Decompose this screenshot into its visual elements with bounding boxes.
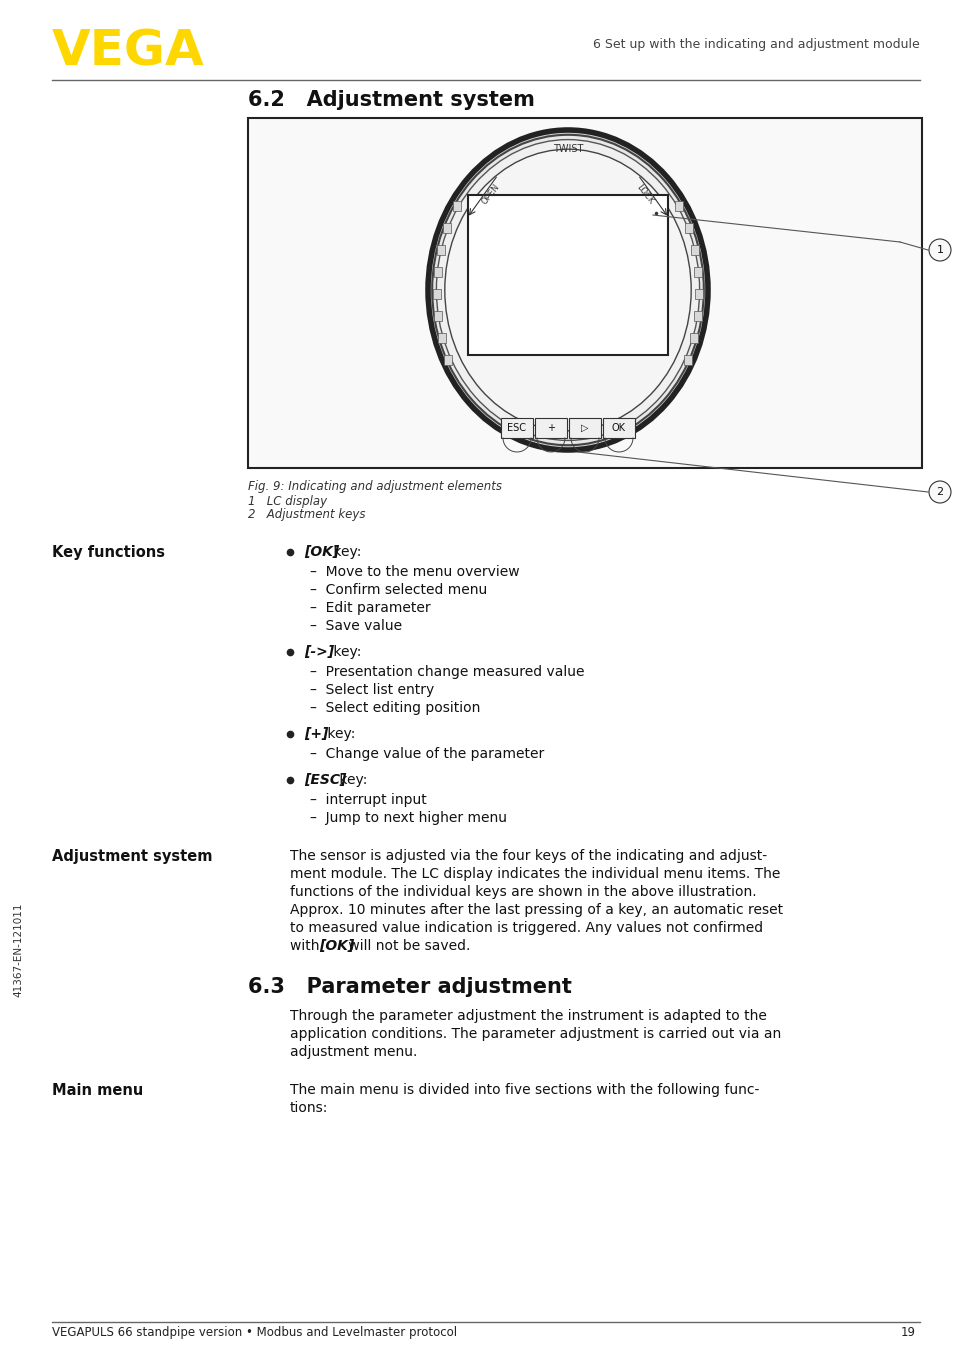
Bar bbox=[535, 418, 566, 437]
Ellipse shape bbox=[432, 135, 703, 445]
Bar bbox=[248, 118, 921, 468]
Bar bbox=[675, 200, 682, 211]
Ellipse shape bbox=[436, 139, 699, 440]
Text: –  Select list entry: – Select list entry bbox=[310, 682, 434, 697]
Text: Main menu: Main menu bbox=[52, 1083, 143, 1098]
Text: VEGAPULS 66 standpipe version • Modbus and Levelmaster protocol: VEGAPULS 66 standpipe version • Modbus a… bbox=[52, 1326, 456, 1339]
Bar bbox=[695, 288, 702, 299]
Text: key:: key: bbox=[322, 727, 355, 741]
Bar bbox=[436, 245, 445, 255]
Bar bbox=[602, 418, 635, 437]
Text: –  Save value: – Save value bbox=[310, 619, 402, 634]
Text: OPEN: OPEN bbox=[479, 181, 501, 206]
Text: –  Edit parameter: – Edit parameter bbox=[310, 601, 430, 615]
Text: –  Jump to next higher menu: – Jump to next higher menu bbox=[310, 811, 506, 825]
Bar bbox=[452, 200, 460, 211]
Text: 6 Set up with the indicating and adjustment module: 6 Set up with the indicating and adjustm… bbox=[593, 38, 919, 51]
Bar bbox=[568, 418, 600, 437]
Text: ment module. The LC display indicates the individual menu items. The: ment module. The LC display indicates th… bbox=[290, 867, 780, 881]
Text: The sensor is adjusted via the four keys of the indicating and adjust-: The sensor is adjusted via the four keys… bbox=[290, 849, 766, 862]
Text: will not be saved.: will not be saved. bbox=[343, 940, 470, 953]
Text: [OK]: [OK] bbox=[304, 546, 339, 559]
Text: ESC: ESC bbox=[507, 422, 526, 433]
Text: +: + bbox=[546, 422, 555, 433]
Text: [ESC]: [ESC] bbox=[304, 773, 346, 787]
Text: –  Select editing position: – Select editing position bbox=[310, 701, 480, 715]
Text: 19: 19 bbox=[900, 1326, 915, 1339]
Bar bbox=[433, 288, 440, 299]
Text: to measured value indication is triggered. Any values not confirmed: to measured value indication is triggere… bbox=[290, 921, 762, 936]
Text: OK: OK bbox=[612, 422, 625, 433]
Bar bbox=[437, 333, 445, 343]
Text: –  interrupt input: – interrupt input bbox=[310, 793, 426, 807]
Text: Adjustment system: Adjustment system bbox=[52, 849, 213, 864]
Text: [OK]: [OK] bbox=[318, 940, 354, 953]
Text: ▷: ▷ bbox=[580, 422, 588, 433]
Text: Through the parameter adjustment the instrument is adapted to the: Through the parameter adjustment the ins… bbox=[290, 1009, 766, 1024]
Text: application conditions. The parameter adjustment is carried out via an: application conditions. The parameter ad… bbox=[290, 1026, 781, 1041]
Text: key:: key: bbox=[329, 645, 361, 659]
Text: 1: 1 bbox=[936, 245, 943, 255]
Bar bbox=[500, 418, 533, 437]
Text: [->]: [->] bbox=[304, 645, 334, 659]
Text: 2   Adjustment keys: 2 Adjustment keys bbox=[248, 508, 365, 521]
Bar bbox=[683, 355, 691, 366]
Ellipse shape bbox=[428, 130, 707, 450]
Text: with: with bbox=[290, 940, 323, 953]
Text: functions of the individual keys are shown in the above illustration.: functions of the individual keys are sho… bbox=[290, 886, 756, 899]
Text: tions:: tions: bbox=[290, 1101, 328, 1114]
Text: 1   LC display: 1 LC display bbox=[248, 496, 327, 508]
Bar bbox=[444, 355, 452, 366]
Text: –  Confirm selected menu: – Confirm selected menu bbox=[310, 584, 487, 597]
Text: key:: key: bbox=[335, 773, 367, 787]
Bar bbox=[690, 245, 698, 255]
Bar bbox=[693, 311, 701, 321]
Text: [+]: [+] bbox=[304, 727, 328, 741]
Text: TWIST: TWIST bbox=[552, 144, 582, 154]
Bar bbox=[694, 267, 701, 278]
Bar bbox=[690, 333, 698, 343]
Text: 6.3   Parameter adjustment: 6.3 Parameter adjustment bbox=[248, 978, 571, 997]
Text: The main menu is divided into five sections with the following func-: The main menu is divided into five secti… bbox=[290, 1083, 759, 1097]
Text: VEGA: VEGA bbox=[52, 28, 205, 76]
Ellipse shape bbox=[444, 149, 691, 431]
Text: –  Change value of the parameter: – Change value of the parameter bbox=[310, 747, 543, 761]
Text: LOCK: LOCK bbox=[634, 183, 655, 206]
Text: Approx. 10 minutes after the last pressing of a key, an automatic reset: Approx. 10 minutes after the last pressi… bbox=[290, 903, 782, 917]
Bar bbox=[684, 223, 692, 233]
Text: –  Move to the menu overview: – Move to the menu overview bbox=[310, 565, 519, 580]
Bar bbox=[434, 311, 441, 321]
Text: 2: 2 bbox=[936, 487, 943, 497]
Circle shape bbox=[928, 481, 950, 502]
Text: adjustment menu.: adjustment menu. bbox=[290, 1045, 416, 1059]
Bar bbox=[443, 223, 451, 233]
Text: key:: key: bbox=[329, 546, 361, 559]
Text: 41367-EN-121011: 41367-EN-121011 bbox=[13, 903, 23, 998]
Bar bbox=[434, 267, 441, 278]
Text: Key functions: Key functions bbox=[52, 546, 165, 561]
Text: 6.2   Adjustment system: 6.2 Adjustment system bbox=[248, 89, 535, 110]
Circle shape bbox=[928, 240, 950, 261]
Bar bbox=[468, 195, 667, 355]
Text: –  Presentation change measured value: – Presentation change measured value bbox=[310, 665, 584, 678]
Text: Fig. 9: Indicating and adjustment elements: Fig. 9: Indicating and adjustment elemen… bbox=[248, 481, 501, 493]
